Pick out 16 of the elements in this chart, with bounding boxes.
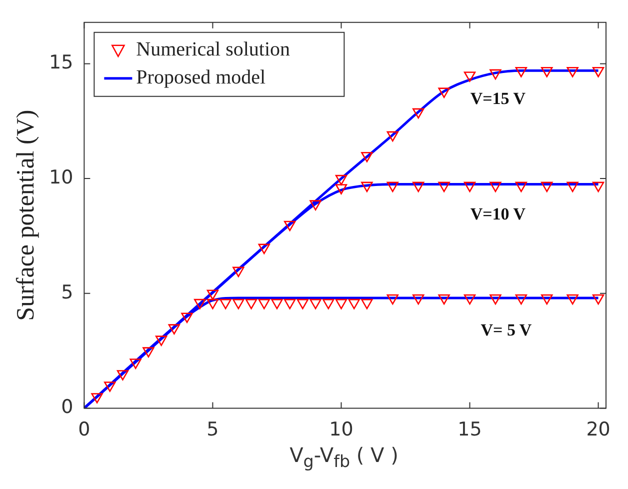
y-axis-title: Surface potential (V) xyxy=(12,110,40,321)
y-tick-label: 5 xyxy=(61,281,74,304)
legend-label: Proposed model xyxy=(136,66,266,89)
annotation: V=10 V xyxy=(470,204,526,224)
x-tick-label: 20 xyxy=(586,418,610,441)
y-tick-label: 0 xyxy=(61,396,74,418)
x-tick-label: 0 xyxy=(78,418,90,441)
y-tick-label: 10 xyxy=(48,166,74,188)
x-tick-label: 15 xyxy=(458,418,482,441)
x-tick-label: 5 xyxy=(206,418,219,441)
annotation: V= 5 V xyxy=(480,320,532,340)
x-axis-title: V$_{g}$-V$_{fb}$ ( V ) xyxy=(288,443,400,471)
legend-label: Numerical solution xyxy=(136,38,290,61)
y-tick-label: 15 xyxy=(48,52,74,74)
x-tick-label: 10 xyxy=(329,418,354,441)
annotation: V=15 V xyxy=(470,88,526,108)
